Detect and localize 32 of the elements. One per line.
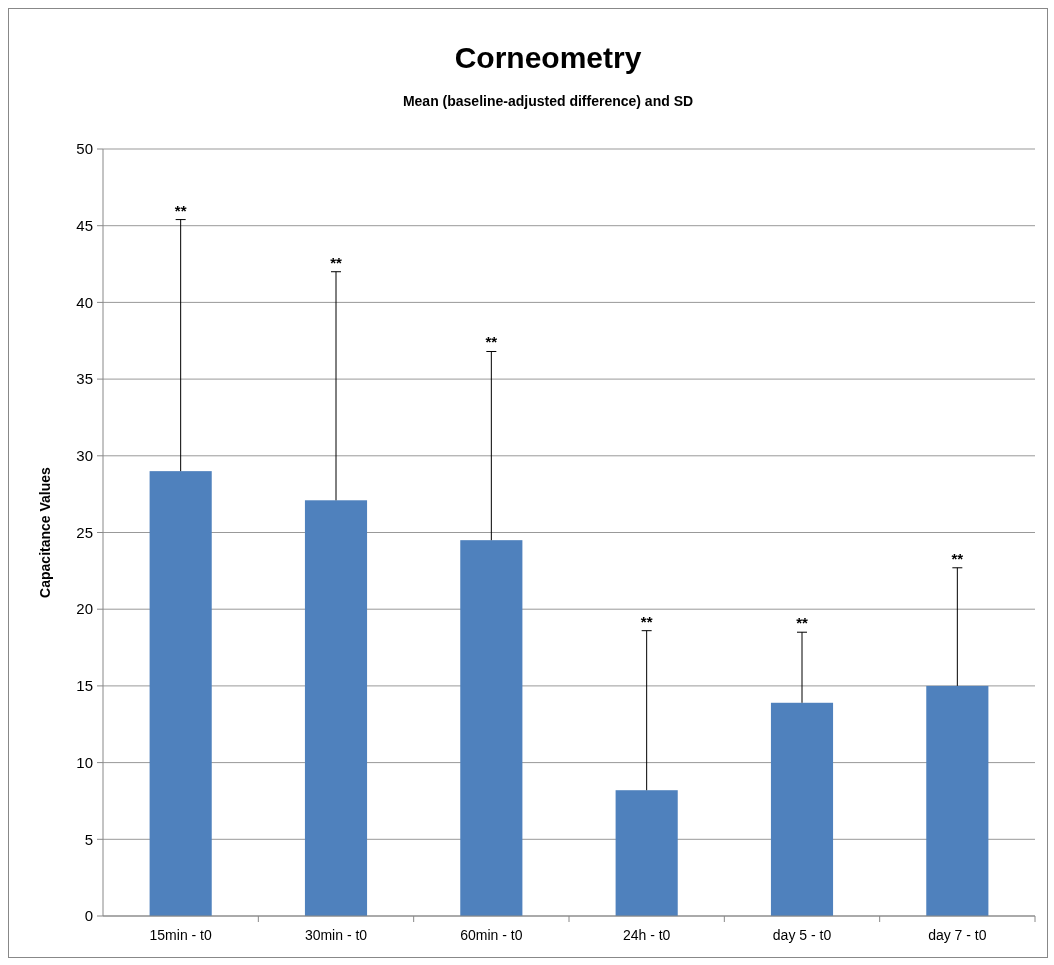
y-tick-label: 0 xyxy=(84,907,93,925)
bar xyxy=(615,790,678,916)
bar xyxy=(460,540,523,916)
annotation: ** xyxy=(640,612,653,630)
x-tick-label: 60min - t0 xyxy=(460,927,523,943)
bar xyxy=(926,685,989,916)
y-tick-label: 50 xyxy=(76,140,93,158)
y-tick-label: 25 xyxy=(76,523,93,541)
annotation: ** xyxy=(951,549,964,567)
annotation: ** xyxy=(796,614,808,632)
bar xyxy=(770,702,834,916)
y-tick-label: 15 xyxy=(76,677,93,695)
y-tick-label: 35 xyxy=(76,370,93,388)
y-tick-label: 45 xyxy=(76,216,93,234)
x-tick-label: 30min - t0 xyxy=(304,927,368,943)
bar xyxy=(304,500,368,916)
chart-subtitle: Mean (baseline-adjusted difference) and SD xyxy=(402,93,694,109)
annotation: ** xyxy=(174,201,187,219)
y-tick-label: 20 xyxy=(76,600,93,618)
x-tick-label: 15min - t0 xyxy=(149,927,212,943)
annotation: ** xyxy=(330,253,342,271)
annotation: ** xyxy=(485,333,498,351)
y-axis-title: Capacitance Values xyxy=(37,466,53,598)
x-tick-label: day 7 - t0 xyxy=(928,927,987,943)
y-tick-label: 30 xyxy=(76,447,93,465)
bar xyxy=(149,471,212,916)
x-tick-label: 24h - t0 xyxy=(622,927,671,943)
y-tick-label: 40 xyxy=(76,293,93,311)
y-tick-label: 10 xyxy=(76,753,93,771)
y-tick-label: 5 xyxy=(84,830,93,848)
x-tick-label: day 5 - t0 xyxy=(772,927,832,943)
chart-title: Corneometry xyxy=(454,41,642,74)
